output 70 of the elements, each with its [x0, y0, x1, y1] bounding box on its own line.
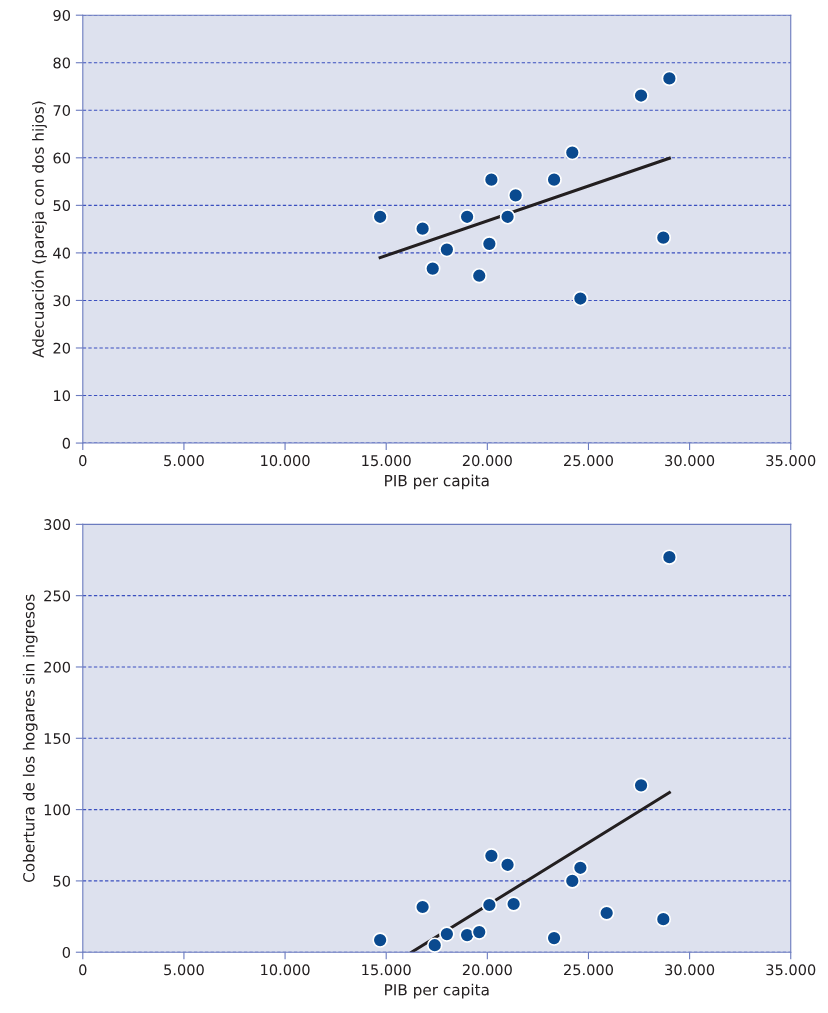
y-tick-label: 300 — [44, 519, 71, 531]
x-tick-label: 30.000 — [665, 455, 715, 467]
y-tick-label: 150 — [44, 733, 71, 745]
x-tick-label: 10.000 — [261, 964, 310, 976]
point — [546, 930, 562, 946]
point — [481, 897, 498, 913]
point — [414, 220, 431, 237]
point — [483, 848, 500, 864]
point — [471, 267, 488, 284]
x-tick-label: 35.000 — [766, 964, 816, 976]
x-tick-label: 5.000 — [164, 964, 204, 976]
y-tick-label: 50 — [53, 200, 71, 212]
point — [661, 70, 678, 87]
point — [372, 208, 388, 225]
x-tick-label: 20.000 — [462, 455, 512, 467]
y-tick-label: 40 — [53, 247, 71, 259]
point — [633, 87, 649, 104]
y-tick-label: 70 — [53, 104, 71, 117]
x-tick-label: 15.000 — [362, 964, 411, 976]
y-tick-label: 200 — [44, 661, 71, 673]
x-tick-label: 25.000 — [564, 964, 614, 976]
point — [546, 171, 562, 188]
x-tick-label: 20.000 — [462, 964, 512, 976]
point — [655, 911, 672, 927]
y-tick-label: 90 — [53, 9, 71, 21]
y-tick-label: 60 — [53, 152, 71, 164]
y-tick-label: 250 — [44, 590, 71, 602]
point — [598, 905, 615, 921]
point — [414, 899, 431, 915]
x-tick-label: 0 — [79, 964, 87, 976]
point — [572, 290, 589, 307]
y-tick-label: 100 — [44, 804, 71, 816]
point — [439, 241, 455, 258]
x-axis-title: PIB per capita — [385, 983, 489, 999]
x-tick-label: 30.000 — [665, 964, 715, 976]
point — [564, 144, 581, 161]
y-axis-title: Adecuación (pareja con dos hijos) — [31, 101, 47, 358]
point — [499, 208, 516, 225]
point — [459, 208, 475, 225]
point — [439, 926, 455, 942]
point — [572, 860, 589, 876]
y-tick-label: 10 — [54, 390, 71, 402]
x-tick-label: 10.000 — [261, 455, 310, 467]
point — [424, 260, 441, 277]
x-tick-label: 15.000 — [362, 455, 411, 467]
point — [459, 927, 475, 943]
point — [507, 187, 524, 204]
y-axis-title: Cobertura de los hogares sin ingresos — [22, 594, 38, 882]
point — [426, 937, 443, 954]
y-tick-label: 20 — [53, 342, 71, 354]
point — [505, 896, 522, 912]
point — [661, 549, 678, 565]
point — [483, 171, 500, 188]
point — [471, 924, 488, 940]
x-tick-label: 5.000 — [164, 455, 204, 467]
point — [481, 236, 498, 252]
y-tick-label: 50 — [53, 875, 71, 887]
point — [633, 777, 649, 794]
y-tick-label: 80 — [53, 57, 71, 69]
point — [564, 873, 581, 889]
x-tick-label: 0 — [79, 455, 87, 467]
point — [655, 229, 672, 246]
x-axis-title: PIB per capita — [385, 474, 489, 490]
y-tick-label: 0 — [62, 437, 71, 449]
point — [372, 932, 388, 948]
y-tick-label: 30 — [53, 295, 71, 307]
point — [499, 857, 516, 873]
x-tick-label: 35.000 — [766, 455, 816, 467]
x-tick-label: 25.000 — [564, 455, 614, 467]
y-tick-label: 0 — [62, 946, 71, 958]
